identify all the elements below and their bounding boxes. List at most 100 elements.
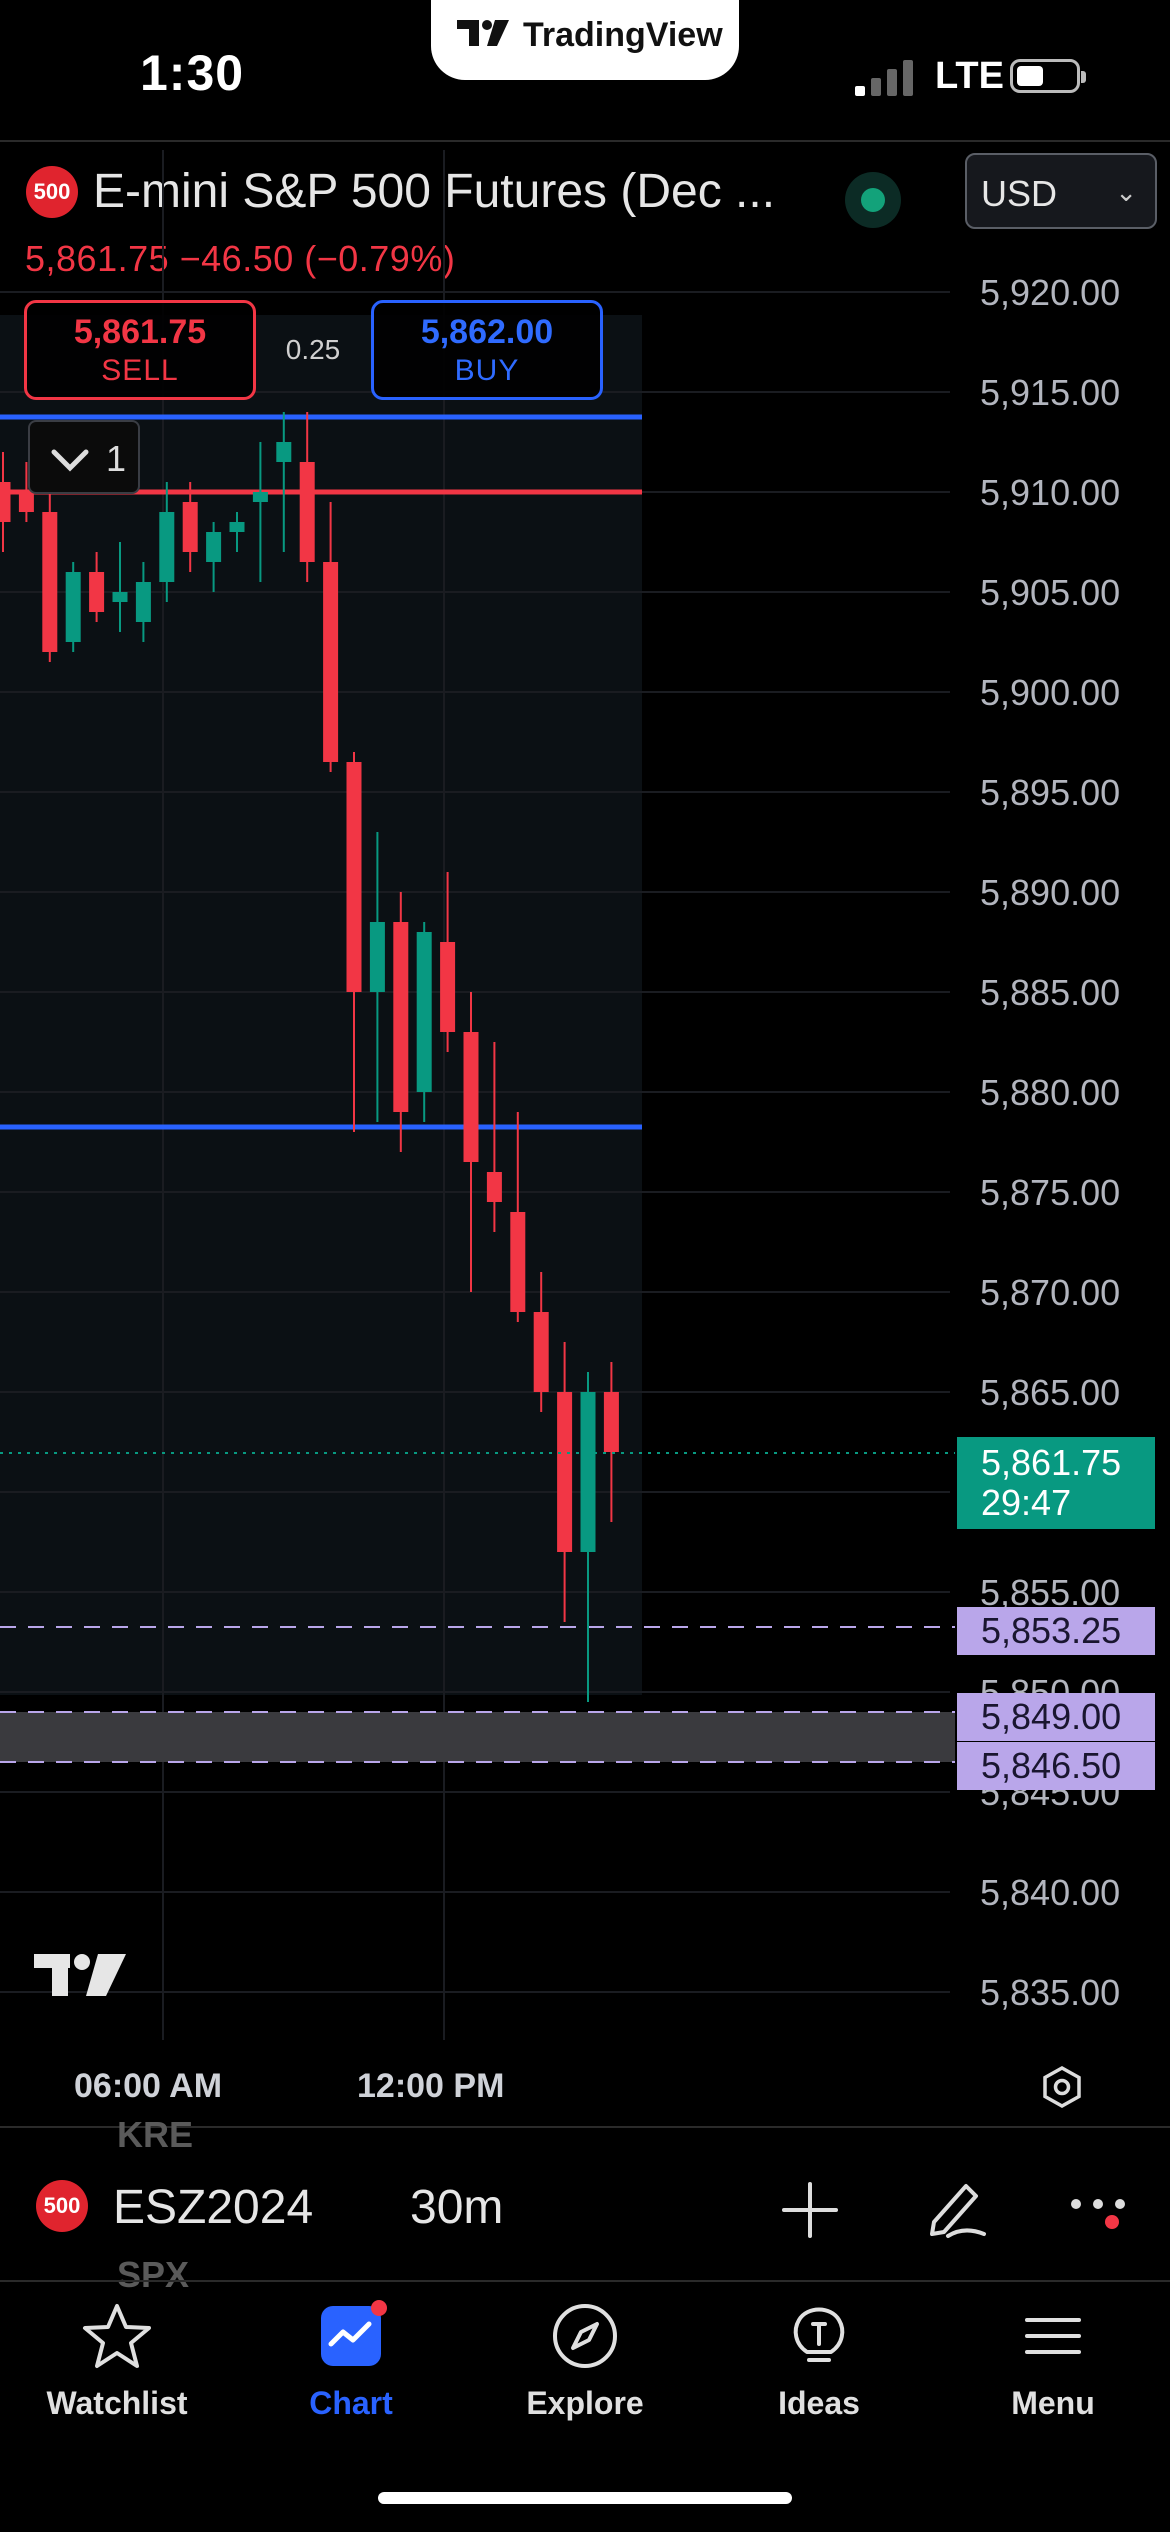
bar-countdown: 29:47 xyxy=(981,1482,1072,1523)
price-change-line: 5,861.75 −46.50 (−0.79%) xyxy=(25,238,456,279)
candle-body xyxy=(416,932,432,1092)
candle-body xyxy=(135,582,151,622)
tradingview-banner[interactable]: TradingView xyxy=(431,0,739,80)
nav-menu[interactable]: Menu xyxy=(936,2300,1170,2422)
sell-price: 5,861.75 xyxy=(73,313,207,351)
price-tick: 5,890.00 xyxy=(980,872,1121,913)
divider xyxy=(0,2126,1170,2128)
nav-watchlist[interactable]: Watchlist xyxy=(0,2300,234,2422)
price-tick: 5,885.00 xyxy=(980,972,1121,1013)
sell-label: SELL xyxy=(101,354,179,387)
lightbulb-icon xyxy=(793,2307,845,2362)
tradingview-watermark-icon xyxy=(34,1954,126,1996)
app-banner-label: TradingView xyxy=(523,16,723,54)
currency-select[interactable]: USD ⌄ xyxy=(965,153,1157,229)
more-options-icon[interactable] xyxy=(1068,2192,1132,2232)
symbol-title[interactable]: E-mini S&P 500 Futures (Dec ... xyxy=(93,165,776,218)
last-price-label: 5,861.75 29:47 xyxy=(957,1437,1155,1529)
chart-settings-icon[interactable] xyxy=(1040,2065,1084,2109)
level-label: 5,853.25 xyxy=(957,1607,1155,1655)
candle-body xyxy=(557,1392,573,1552)
ghost-symbol-above: KRE xyxy=(117,2114,194,2155)
price-tick: 5,870.00 xyxy=(980,1272,1121,1313)
candle-body xyxy=(323,562,339,762)
candle-body xyxy=(252,492,268,502)
signal-icon xyxy=(855,60,913,96)
nav-label: Explore xyxy=(526,2385,644,2421)
chevron-down-icon xyxy=(51,449,89,472)
star-icon xyxy=(83,2304,151,2368)
nav-label: Chart xyxy=(309,2385,393,2421)
price-tick: 5,875.00 xyxy=(980,1172,1121,1213)
price-chart[interactable] xyxy=(0,0,1170,2060)
interval-selector[interactable]: 30m xyxy=(410,2181,504,2234)
candle-body xyxy=(510,1212,526,1312)
market-open-indicator[interactable] xyxy=(845,172,901,228)
sell-button[interactable]: 5,861.75 SELL xyxy=(24,300,256,400)
candle-body xyxy=(276,442,292,462)
candle-body xyxy=(463,1032,479,1162)
candle-body xyxy=(393,922,409,1112)
quantity-value: 1 xyxy=(106,438,127,479)
plus-icon[interactable] xyxy=(780,2180,840,2240)
price-tick: 5,915.00 xyxy=(980,372,1121,413)
candle-body xyxy=(603,1392,619,1452)
price-tick: 5,855.00 xyxy=(980,1572,1121,1613)
spread-value: 0.25 xyxy=(285,334,341,365)
chevron-down-icon: ⌄ xyxy=(1115,177,1137,207)
price-tick: 5,905.00 xyxy=(980,572,1121,613)
tradingview-logo-icon xyxy=(457,20,509,46)
network-type: LTE xyxy=(935,55,1004,97)
price-tick: 5,910.00 xyxy=(980,472,1121,513)
nav-chart[interactable]: Chart xyxy=(234,2300,468,2422)
chart-icon xyxy=(321,2300,387,2366)
candle-body xyxy=(65,572,81,642)
menu-icon xyxy=(1025,2318,1081,2354)
divider xyxy=(0,140,1170,142)
divider xyxy=(0,2280,1170,2282)
symbol-badge: 500 xyxy=(26,166,78,218)
price-tick: 5,895.00 xyxy=(980,772,1121,813)
candle-body xyxy=(112,592,128,602)
price-tick: 5,920.00 xyxy=(980,272,1121,313)
candle-body xyxy=(182,502,198,552)
time-tick: 12:00 PM xyxy=(357,2067,505,2105)
candle-body xyxy=(533,1312,549,1392)
candle-body xyxy=(580,1392,596,1552)
nav-explore[interactable]: Explore xyxy=(468,2300,702,2422)
price-tick: 5,865.00 xyxy=(980,1372,1121,1413)
nav-ideas[interactable]: Ideas xyxy=(702,2300,936,2422)
candle-body xyxy=(299,462,315,562)
ghost-symbol-below: SPX xyxy=(117,2254,190,2295)
compass-icon xyxy=(553,2304,617,2368)
session-background xyxy=(0,315,642,1695)
nav-label: Ideas xyxy=(778,2385,860,2421)
currency-value: USD xyxy=(981,173,1058,214)
last-price-value: 5,861.75 xyxy=(981,1442,1122,1483)
nav-label: Menu xyxy=(1011,2385,1095,2421)
buy-label: BUY xyxy=(454,354,520,387)
symbol-selector[interactable]: ESZ2024 xyxy=(113,2181,314,2234)
level-label: 5,849.00 xyxy=(957,1693,1155,1741)
nav-label: Watchlist xyxy=(46,2385,188,2421)
battery-icon xyxy=(1010,59,1086,93)
candle-body xyxy=(206,532,222,562)
level-label: 5,846.50 xyxy=(957,1742,1155,1790)
time-tick: 06:00 AM xyxy=(74,2067,223,2105)
price-tick: 5,835.00 xyxy=(980,1972,1121,2013)
candle-body xyxy=(42,512,58,652)
quantity-dropdown[interactable]: 1 xyxy=(28,420,140,494)
price-tick: 5,900.00 xyxy=(980,672,1121,713)
symbol-badge: 500 xyxy=(36,2180,88,2232)
buy-price: 5,862.00 xyxy=(420,313,554,351)
price-tick: 5,880.00 xyxy=(980,1072,1121,1113)
drawing-tools-icon[interactable] xyxy=(920,2170,992,2242)
candle-body xyxy=(18,492,34,512)
home-indicator[interactable] xyxy=(378,2492,792,2504)
status-time: 1:30 xyxy=(140,45,245,101)
price-tick: 5,840.00 xyxy=(980,1872,1121,1913)
candle-body xyxy=(346,762,362,992)
price-range-band xyxy=(0,1712,955,1762)
candle-body xyxy=(229,522,245,532)
buy-button[interactable]: 5,862.00 BUY xyxy=(371,300,603,400)
